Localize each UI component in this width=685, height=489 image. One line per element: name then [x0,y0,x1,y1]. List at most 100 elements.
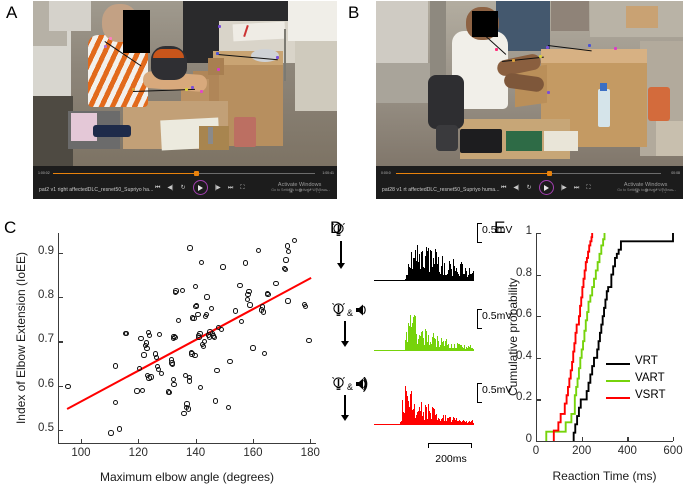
emg-sample [421,330,423,351]
more-icon[interactable]: ⋯ [671,188,676,194]
emg-sample [409,394,411,425]
emg-sample [401,421,403,425]
emg-sample [429,250,431,281]
step-backward-icon[interactable]: ◀| [167,184,174,191]
scatter-chart-ioee: 100 120 140 160 180 0.5 0.6 0.7 0.8 0.9 Maximum el… [0,215,330,489]
screenshot-icon[interactable]: ⛶ [586,184,591,191]
emg-sample [462,347,464,351]
step-forward-icon[interactable]: |▶ [560,184,567,191]
activate-windows-watermark: Activate Windows Go to Settings to activ… [271,182,328,192]
emg-sample [443,340,445,351]
emg-sample [442,417,444,425]
emg-sample [410,327,412,351]
seek-track[interactable] [53,170,315,176]
emg-sample [407,272,409,281]
legend-label-VRT: VRT [635,355,658,367]
emg-sample [409,267,411,281]
seek-row[interactable]: 0:00:0 00:08 [376,169,683,178]
y-tick [59,252,63,255]
scatter-point [173,288,179,294]
emg-sample [464,268,466,281]
crop-icon[interactable]: ⛶ [316,188,320,194]
step-backward-icon[interactable]: ◀| [513,184,520,191]
emg-sample [440,338,442,351]
emg-sample [414,403,415,425]
play-icon[interactable] [192,180,208,195]
emg-sample [454,420,456,425]
emg-sample [408,322,410,351]
skip-next-icon[interactable]: ⏭ [227,184,234,191]
settings-icon[interactable]: ⚙ [643,188,649,194]
seek-handle[interactable] [194,170,200,176]
transport-controls[interactable]: ⏮ ◀| ↻ |▶ ⏭ ⛶ [501,180,590,195]
play-icon[interactable] [538,180,554,195]
emg-sample [411,329,413,351]
crop-icon[interactable]: ⛶ [662,188,666,194]
step-forward-icon[interactable]: |▶ [214,184,221,191]
cue-icon-group-3: & [332,375,373,397]
emg-sample [424,419,425,425]
seek-handle[interactable] [547,170,553,176]
emg-sample [442,420,444,425]
emg-sample [415,273,416,281]
loop-icon[interactable]: ↻ [526,184,532,191]
emg-sample [447,422,449,425]
scatter-point [220,264,226,270]
skip-previous-icon[interactable]: ⏮ [155,184,161,191]
panel-a-video[interactable]: 1:00:02 1:00:41 pat2 v1 right affectedDL… [33,1,337,199]
emg-sample [420,401,422,425]
scatter-point [143,340,149,346]
screenshot-icon[interactable]: ⛶ [240,184,245,191]
fullscreen-icon[interactable]: ⤢ [307,188,312,194]
emg-sample [454,343,455,351]
emg-sample [424,344,425,351]
scatter-point [108,430,114,436]
emg-sample [438,418,440,425]
panel-letter-e: E [494,218,506,237]
skip-previous-icon[interactable]: ⏮ [501,184,507,191]
settings-icon[interactable]: ⚙ [297,188,303,194]
skip-next-icon[interactable]: ⏭ [573,184,580,191]
panel-a-player-controls[interactable]: 1:00:02 1:00:41 pat2 v1 right affectedDL… [33,166,337,199]
emg-sample [449,275,451,281]
seek-track[interactable] [396,170,661,176]
pose-marker [132,88,135,91]
more-icon[interactable]: ⋯ [325,188,330,194]
activate-windows-watermark: Activate Windows Go to Settings to activ… [617,182,674,192]
legend-label-VSRT: VSRT [635,389,666,401]
emg-sample [400,421,402,425]
emg-sample [419,419,421,425]
emg-sample [434,421,436,425]
emg-sample [402,414,404,425]
emg-sample [425,262,426,281]
watermark-title: Activate Windows [623,182,668,188]
emg-sample [464,344,465,351]
emg-sample [463,347,465,351]
seek-row[interactable]: 1:00:02 1:00:41 [33,169,337,178]
save-icon[interactable]: 🖫 [288,188,293,194]
window-buttons[interactable]: 🖫 ⚙ ⤢ ⛶ ⋯ [289,188,330,196]
emg-sample [435,248,436,281]
scatter-point [198,384,204,390]
emg-sample [465,421,467,425]
transport-controls[interactable]: ⏮ ◀| ↻ |▶ ⏭ ⛶ [155,180,244,195]
emg-sample [460,261,462,281]
panel-b-player-controls[interactable]: 0:00:0 00:08 pat28 v1 rt affectedDLC_res… [376,166,683,199]
emg-sample [439,273,441,281]
emg-sample [435,338,436,351]
x-tick-label: 600 [663,445,683,457]
loop-icon[interactable]: ↻ [180,184,186,191]
emg-sample [427,345,429,351]
emg-trace-2 [374,293,475,351]
y-tick [59,429,63,431]
emg-sample [456,276,458,281]
save-icon[interactable]: 🖫 [634,188,639,194]
emg-sample [440,274,442,281]
emg-sample [444,346,446,351]
fullscreen-icon[interactable]: ⤢ [653,188,658,194]
panel-b-video[interactable]: 0:00:0 00:08 pat28 v1 rt affectedDLC_res… [376,1,683,199]
emg-sample [447,274,449,281]
window-buttons[interactable]: 🖫 ⚙ ⤢ ⛶ ⋯ [635,188,676,196]
voltage-scale-bar-2 [477,309,482,329]
x-tick [536,437,538,441]
